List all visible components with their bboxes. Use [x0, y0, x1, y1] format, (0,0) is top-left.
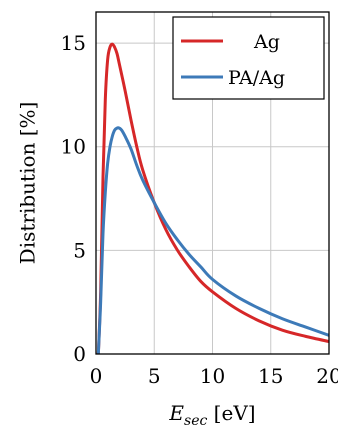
- x-tick-label: 5: [148, 364, 161, 388]
- x-tick-label: 0: [90, 364, 103, 388]
- series-layer: [96, 42, 329, 354]
- x-tick-label: 15: [258, 364, 283, 388]
- y-tick-label: 15: [61, 31, 86, 55]
- legend-label: PA/Ag: [228, 67, 285, 89]
- tick-labels: 0 5 10 15 20 0 5 10 15: [61, 31, 338, 388]
- x-tick-label: 20: [316, 364, 338, 388]
- plot-area-frame: [95, 11, 330, 355]
- series-line-ag: [96, 42, 329, 354]
- x-axis-label: Esec [eV]: [168, 401, 255, 429]
- series-line-pa-ag: [96, 126, 329, 354]
- y-tick-label: 0: [73, 342, 86, 366]
- legend-box: [172, 16, 325, 100]
- y-axis-label: Distribution [%]: [16, 102, 40, 265]
- legend-label: Ag: [253, 31, 280, 53]
- legend: Ag PA/Ag: [172, 16, 325, 100]
- x-tick-label: 10: [200, 364, 225, 388]
- y-tick-label: 5: [73, 238, 86, 262]
- y-tick-label: 10: [61, 135, 86, 159]
